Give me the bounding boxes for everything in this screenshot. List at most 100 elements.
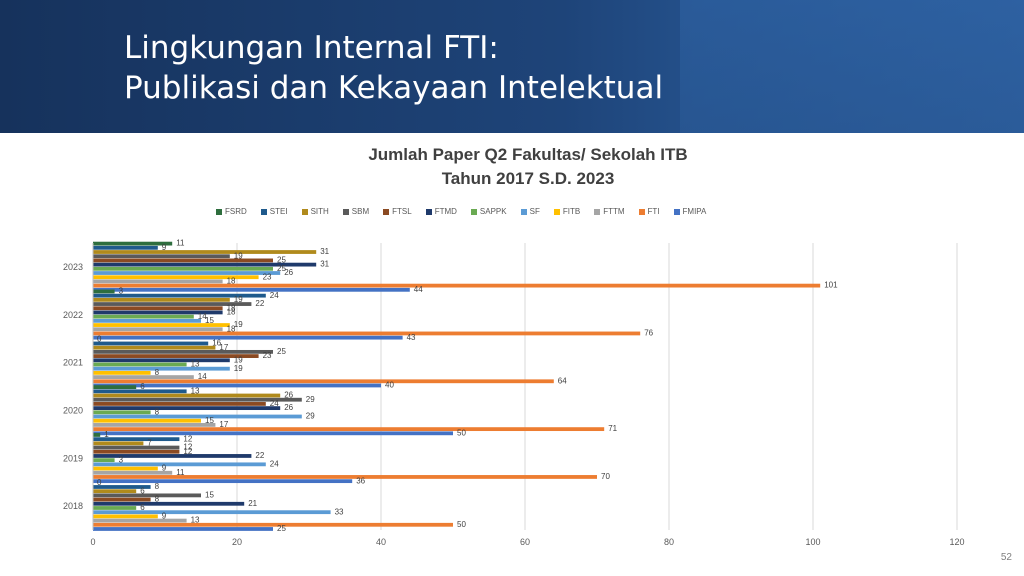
data-label: 8 bbox=[155, 495, 160, 504]
data-label: 19 bbox=[234, 251, 243, 260]
data-label: 6 bbox=[140, 382, 145, 391]
page-number: 52 bbox=[1000, 552, 1012, 563]
data-label: 13 bbox=[191, 516, 200, 525]
data-label: 12 bbox=[183, 447, 192, 456]
legend-label: SITH bbox=[310, 207, 329, 216]
data-label: 12 bbox=[183, 443, 192, 452]
bar-sith bbox=[93, 441, 144, 446]
bar-fmipa bbox=[93, 383, 381, 388]
data-label: 17 bbox=[219, 420, 228, 429]
bar-fmipa bbox=[93, 431, 453, 436]
legend-label: SBM bbox=[351, 207, 370, 216]
legend-label: FTSL bbox=[392, 207, 412, 216]
data-label: 50 bbox=[457, 520, 466, 529]
bar-sf bbox=[93, 271, 281, 275]
bar-stei bbox=[93, 485, 151, 489]
data-label: 9 bbox=[162, 511, 167, 520]
bar-fmipa bbox=[93, 527, 273, 531]
bar-ftmd bbox=[93, 406, 281, 411]
data-label: 0 bbox=[97, 478, 102, 487]
legend-item-fsrd: FSRD bbox=[216, 207, 247, 216]
legend-swatch bbox=[383, 208, 390, 215]
title-banner bbox=[0, 0, 1024, 133]
legend-swatch bbox=[638, 208, 645, 215]
y-category-label: 2023 bbox=[63, 262, 83, 272]
data-label: 12 bbox=[183, 434, 192, 443]
legend-swatch bbox=[520, 208, 527, 215]
legend-label: SAPPK bbox=[479, 207, 507, 216]
bar-sith bbox=[93, 489, 137, 494]
data-label: 25 bbox=[277, 256, 286, 265]
data-label: 16 bbox=[212, 339, 221, 348]
bar-ftmd bbox=[93, 454, 252, 458]
data-label: 23 bbox=[263, 272, 272, 281]
legend-item-fti: FTI bbox=[638, 207, 660, 216]
bar-fitb bbox=[93, 466, 158, 471]
bar-fitb bbox=[93, 418, 201, 423]
data-label: 8 bbox=[155, 368, 160, 377]
data-label: 23 bbox=[263, 351, 272, 360]
data-label: 26 bbox=[284, 391, 293, 400]
data-label: 19 bbox=[234, 295, 243, 304]
bar-fsrd bbox=[93, 241, 173, 246]
chart-title-main: Jumlah Paper Q2 Fakultas/ Sekolah ITB bbox=[368, 145, 688, 164]
y-category-label: 2020 bbox=[63, 405, 83, 415]
bar-fti bbox=[93, 475, 597, 479]
bar-sappk bbox=[93, 314, 194, 319]
bar-ftsl bbox=[93, 449, 180, 454]
bar-fitb bbox=[93, 275, 259, 280]
legend-label: FTMD bbox=[434, 207, 457, 216]
bar-fttm bbox=[93, 423, 216, 427]
bar-fti bbox=[93, 427, 605, 432]
data-label: 29 bbox=[306, 395, 315, 404]
y-category-label: 2019 bbox=[63, 453, 83, 463]
data-label: 21 bbox=[248, 499, 257, 508]
data-label: 22 bbox=[255, 299, 264, 308]
data-label: 25 bbox=[277, 264, 286, 273]
data-label: 25 bbox=[277, 524, 286, 533]
bar-stei bbox=[93, 341, 209, 346]
data-label: 40 bbox=[385, 381, 394, 390]
data-label: 26 bbox=[284, 268, 293, 277]
data-label: 24 bbox=[270, 459, 279, 468]
legend-swatch bbox=[673, 208, 680, 215]
legend-swatch bbox=[594, 208, 601, 215]
legend-item-fttm: FTTM bbox=[594, 207, 625, 216]
bar-sbm bbox=[93, 493, 201, 498]
legend-swatch bbox=[260, 208, 267, 215]
legend-item-sappk: SAPPK bbox=[470, 207, 507, 216]
data-label: 18 bbox=[227, 277, 236, 286]
legend-swatch bbox=[470, 208, 477, 215]
bar-fttm bbox=[93, 327, 223, 332]
data-label: 22 bbox=[255, 451, 264, 460]
data-label: 15 bbox=[205, 316, 214, 325]
bar-ftmd bbox=[93, 262, 317, 267]
bar-fttm bbox=[93, 375, 194, 379]
data-label: 7 bbox=[147, 438, 152, 447]
data-label: 3 bbox=[119, 287, 124, 296]
data-label: 6 bbox=[140, 503, 145, 512]
bar-sappk bbox=[93, 266, 273, 271]
data-label: 33 bbox=[335, 507, 344, 516]
data-label: 13 bbox=[191, 360, 200, 369]
legend-item-sbm: SBM bbox=[342, 207, 370, 216]
x-tick-label: 120 bbox=[949, 537, 964, 547]
bar-fttm bbox=[93, 518, 187, 523]
data-label: 14 bbox=[198, 312, 207, 321]
bar-stei bbox=[93, 245, 158, 250]
data-label: 19 bbox=[234, 355, 243, 364]
legend-swatch bbox=[216, 208, 222, 215]
bar-fti bbox=[93, 283, 821, 288]
bar-sith bbox=[93, 345, 216, 350]
data-label: 11 bbox=[176, 239, 185, 248]
y-category-label: 2022 bbox=[63, 310, 83, 320]
bar-ftsl bbox=[93, 306, 223, 311]
bar-ftsl bbox=[93, 258, 273, 263]
bar-sbm bbox=[93, 254, 230, 259]
data-label: 26 bbox=[284, 403, 293, 412]
bar-stei bbox=[93, 293, 266, 298]
bar-sf bbox=[93, 510, 331, 515]
data-label: 11 bbox=[176, 468, 185, 477]
legend-label: FTI bbox=[647, 207, 660, 216]
